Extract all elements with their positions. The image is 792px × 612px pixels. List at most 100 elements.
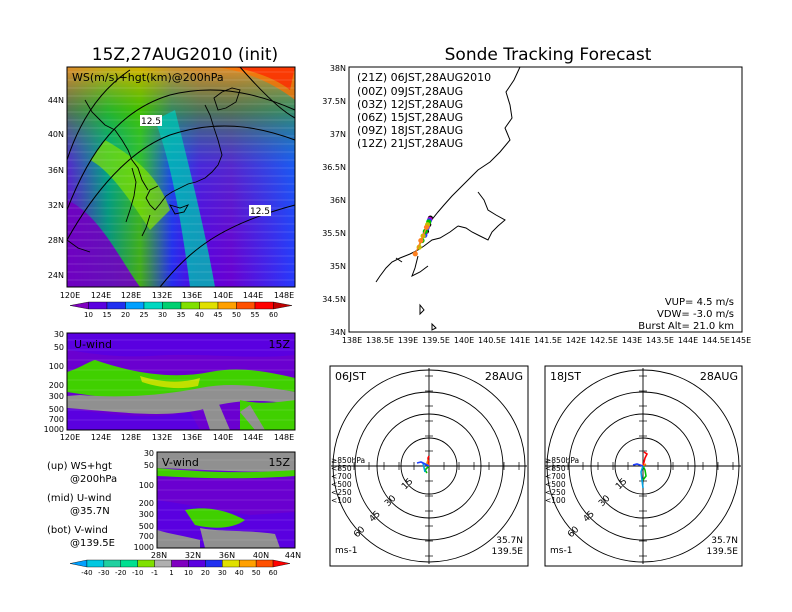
track-lon-tick: 139E: [398, 336, 418, 345]
vwind-lat-tick: 40N: [253, 551, 269, 560]
track-lat-tick: 36.5N: [322, 163, 346, 172]
colorbar-swatch: [106, 301, 126, 310]
wind-colorbar: -40 -30 -20 -10 -1 1 10 20 30 40 50 60: [69, 559, 291, 577]
uwind-p-tick: 700: [49, 415, 64, 424]
legend-entry: (06Z) 15JST,28AUG: [357, 111, 463, 124]
track-panel: (21Z) 06JST,28AUG2010 (00Z) 09JST,28AUG …: [322, 64, 751, 345]
colorbar-label: 60: [269, 569, 278, 577]
vwind-p-tick: 700: [139, 532, 154, 541]
uwind-p-tick: 100: [49, 362, 64, 371]
colorbar-swatch: [137, 559, 155, 568]
polar-level-label: <250: [545, 488, 566, 497]
colorbar-label: 20: [201, 569, 210, 577]
track-lat-tick: 35.5N: [322, 229, 346, 238]
uwind-label: U-wind: [74, 338, 112, 351]
map-lon-tick: 140E: [213, 291, 233, 300]
colorbar-label: 50: [252, 569, 261, 577]
polar-level-label: ≥850hPa: [331, 456, 365, 465]
polar-right-lat: 35.7N: [711, 536, 738, 546]
track-legend: (21Z) 06JST,28AUG2010 (00Z) 09JST,28AUG …: [357, 71, 491, 150]
panel-notes: (up) WS+hgt @200hPa (mid) U-wind @35.7N …: [47, 461, 117, 549]
vwind-lat-tick: 32N: [185, 551, 201, 560]
colorbar-swatch: [103, 559, 121, 568]
polar-trajectory: [416, 461, 430, 467]
colorbar-swatch: [180, 301, 200, 310]
uwind-p-tick: 300: [49, 392, 64, 401]
vwind-lat-tick: 28N: [151, 551, 167, 560]
map-lon-tick: 128E: [121, 291, 141, 300]
track-lat-tick: 37.5N: [322, 97, 346, 106]
colorbar-swatch: [222, 559, 240, 568]
uwind-lon-tick: 132E: [152, 433, 172, 442]
polar-level-label: ≥850hPa: [545, 456, 579, 465]
legend-entry: (09Z) 18JST,28AUG: [357, 124, 463, 137]
colorbar-label: 30: [218, 569, 227, 577]
polar-trajectory: [632, 463, 644, 467]
polar-level-label: <850: [545, 464, 566, 473]
map-lon-tick: 136E: [182, 291, 202, 300]
colorbar-swatch: [236, 301, 256, 310]
map-lon-tick: 144E: [243, 291, 263, 300]
polar-trajectory: [427, 455, 430, 467]
colorbar-label: 15: [103, 311, 112, 319]
colorbar-swatch: [88, 301, 108, 310]
colorbar-swatch: [86, 559, 105, 568]
track-lon-tick: 145E: [731, 336, 751, 345]
colorbar-label: 50: [232, 311, 241, 319]
colorbar-label: 1: [169, 569, 173, 577]
track-lon-tick: 143E: [622, 336, 642, 345]
map-label: WS(m/s)+hgt(km)@200hPa: [72, 71, 224, 84]
track-points: [412, 215, 434, 257]
polar-level-label: <850: [331, 464, 352, 473]
uwind-p-tick: 50: [54, 343, 64, 352]
polar-left: 06JST 28AUG ms-1 35.7N 139.5E 15304560≥8…: [329, 365, 529, 567]
polar-left-date: 28AUG: [485, 370, 523, 383]
track-lat-tick: 38N: [330, 64, 346, 73]
track-lon-tick: 138.5E: [366, 336, 394, 345]
note-up-2: @200hPa: [70, 474, 117, 485]
polar-right-time: 18JST: [550, 370, 581, 383]
polar-level-label: <500: [331, 480, 352, 489]
track-lon-tick: 143.5E: [646, 336, 674, 345]
colorbar-swatch: [199, 301, 219, 310]
track-point: [418, 237, 424, 244]
track-lon-tick: 142.5E: [590, 336, 618, 345]
note-bot-1: (bot) V-wind: [47, 525, 108, 536]
note-mid-1: (mid) U-wind: [47, 493, 111, 504]
note-bot-2: @139.5E: [70, 538, 115, 549]
polar-trajectory: [642, 465, 647, 481]
legend-entry: (00Z) 09JST,28AUG: [357, 85, 463, 98]
colorbar-label: 25: [140, 311, 149, 319]
polar-right-date: 28AUG: [700, 370, 738, 383]
map-lat-tick: 24N: [48, 271, 64, 280]
uwind-p-tick: 30: [54, 330, 64, 339]
polar-level-label: <500: [545, 480, 566, 489]
polar-level-label: <100: [545, 496, 566, 505]
polar-right-lon: 139.5E: [707, 547, 739, 557]
track-lon-tick: 139.5E: [422, 336, 450, 345]
map-lon-tick: 148E: [274, 291, 294, 300]
colorbar-label: -1: [151, 569, 158, 577]
vwind-p-tick: 30: [144, 449, 154, 458]
polar-trajectory: [642, 463, 647, 467]
colorbar-swatch: [255, 559, 274, 568]
burst-text: Burst Alt= 21.0 km: [638, 321, 734, 332]
uwind-time: 15Z: [268, 338, 290, 351]
colorbar-swatch: [239, 559, 257, 568]
legend-entry: (03Z) 12JST,28AUG: [357, 98, 463, 111]
track-lat-tick: 35N: [330, 262, 346, 271]
contour-label-2: 12.5: [250, 207, 270, 217]
track-lat-tick: 37N: [330, 130, 346, 139]
colorbar-swatch: [120, 559, 138, 568]
map-panel: WS(m/s)+hgt(km)@200hPa 12.5 12.5 44N 40N…: [48, 66, 296, 300]
legend-entry: (21Z) 06JST,28AUG2010: [357, 71, 491, 84]
map-lat-tick: 40N: [48, 130, 64, 139]
map-lon-tick: 124E: [91, 291, 111, 300]
colorbar-label: 45: [214, 311, 223, 319]
vwind-p-tick: 50: [144, 461, 154, 470]
vwind-p-tick: 100: [139, 481, 154, 490]
track-lon-tick: 140E: [454, 336, 474, 345]
colorbar-label: 10: [84, 311, 93, 319]
colorbar-swatch: [205, 559, 223, 568]
